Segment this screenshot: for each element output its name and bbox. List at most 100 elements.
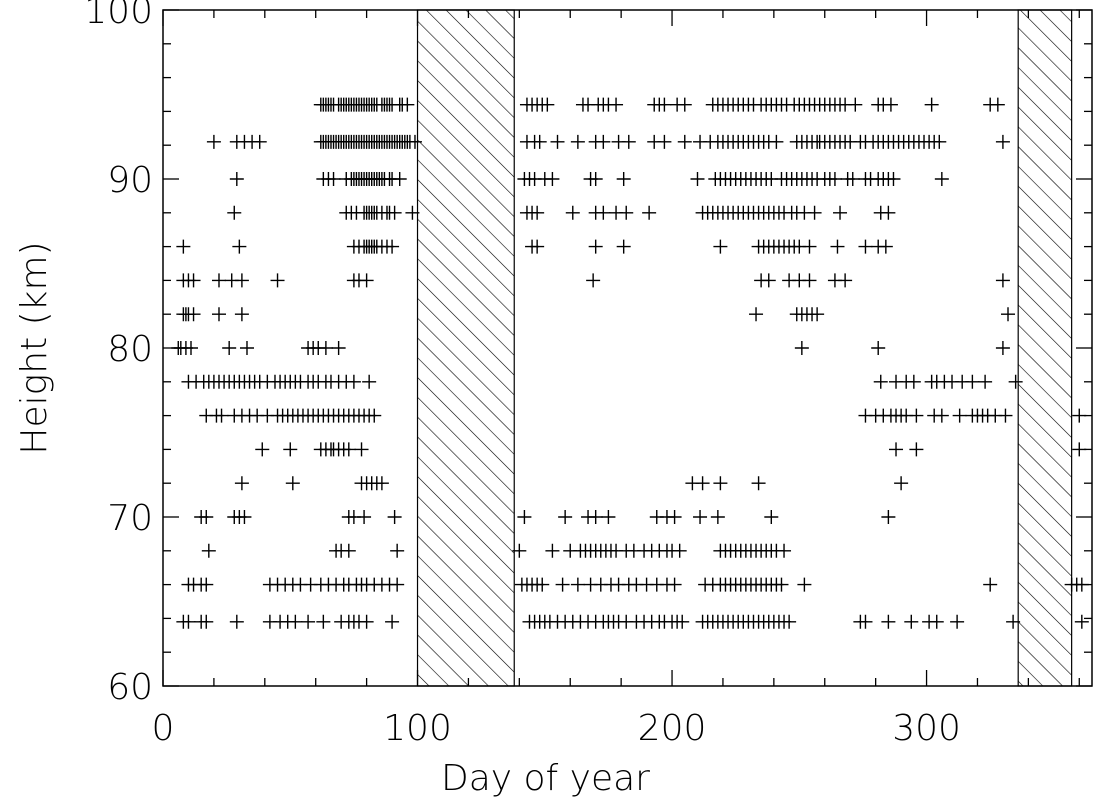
data-point bbox=[234, 476, 249, 491]
data-markers bbox=[171, 97, 1089, 629]
data-point bbox=[965, 374, 980, 389]
data-point bbox=[886, 172, 901, 186]
data-point bbox=[932, 134, 947, 149]
data-point bbox=[950, 614, 965, 629]
data-point bbox=[390, 543, 405, 558]
data-point bbox=[181, 614, 196, 629]
data-point bbox=[237, 510, 252, 524]
x-tick-label: 0 bbox=[152, 708, 175, 749]
data-point bbox=[952, 408, 967, 423]
data-point bbox=[906, 374, 921, 389]
data-point bbox=[362, 374, 377, 389]
data-point bbox=[848, 97, 863, 112]
data-point bbox=[830, 239, 845, 254]
data-point bbox=[934, 408, 949, 423]
data-point bbox=[657, 134, 672, 149]
data-point bbox=[1072, 408, 1087, 423]
data-point bbox=[588, 239, 603, 254]
data-point bbox=[588, 172, 603, 186]
x-tick-label: 200 bbox=[638, 708, 707, 749]
data-point bbox=[255, 442, 270, 457]
data-point bbox=[929, 614, 944, 629]
data-point bbox=[229, 172, 244, 186]
data-point bbox=[341, 442, 356, 457]
data-point bbox=[833, 205, 848, 220]
hatched-period-0 bbox=[416, 9, 515, 687]
data-point bbox=[978, 374, 993, 389]
data-point bbox=[693, 510, 708, 524]
data-point bbox=[186, 273, 201, 288]
data-point bbox=[1006, 614, 1021, 629]
data-point bbox=[234, 273, 249, 288]
data-point bbox=[990, 97, 1005, 112]
hatched-period-1 bbox=[1017, 9, 1073, 687]
data-point bbox=[838, 273, 853, 288]
data-point bbox=[672, 543, 687, 558]
data-point bbox=[316, 614, 331, 629]
data-point bbox=[621, 134, 636, 149]
data-point bbox=[616, 172, 631, 186]
data-point bbox=[392, 172, 407, 186]
data-point bbox=[995, 134, 1010, 149]
data-point bbox=[400, 97, 415, 112]
data-point bbox=[889, 442, 904, 457]
data-point bbox=[601, 510, 616, 524]
data-point bbox=[517, 510, 532, 524]
data-point bbox=[894, 476, 909, 491]
data-point bbox=[354, 442, 369, 457]
data-point bbox=[512, 543, 527, 558]
y-tick-label: 80 bbox=[107, 329, 153, 370]
data-point bbox=[1001, 307, 1016, 322]
data-point bbox=[802, 273, 817, 288]
data-point bbox=[983, 577, 998, 592]
data-point bbox=[749, 307, 764, 322]
data-point bbox=[675, 614, 690, 629]
y-tick-label: 90 bbox=[107, 160, 153, 201]
y-axis-title: Height (km) bbox=[14, 241, 55, 454]
data-point bbox=[995, 273, 1010, 288]
data-point bbox=[301, 614, 316, 629]
data-point bbox=[677, 134, 692, 149]
data-point bbox=[252, 134, 267, 149]
data-point bbox=[761, 273, 776, 288]
data-point bbox=[183, 341, 198, 355]
data-point bbox=[596, 205, 611, 220]
tick-labels: 0 100 200 300 60 70 80 90 100 bbox=[84, 0, 961, 749]
data-point bbox=[710, 510, 725, 524]
data-point bbox=[341, 543, 356, 558]
data-point bbox=[545, 543, 560, 558]
data-point bbox=[677, 97, 692, 112]
data-point bbox=[797, 577, 812, 592]
y-tick-label: 100 bbox=[84, 0, 153, 32]
data-point bbox=[1072, 442, 1087, 457]
data-point bbox=[871, 341, 886, 355]
data-point bbox=[565, 205, 580, 220]
data-point bbox=[550, 134, 565, 149]
data-point bbox=[367, 408, 382, 423]
data-point bbox=[586, 273, 601, 288]
data-point bbox=[326, 172, 341, 186]
data-point bbox=[346, 374, 361, 389]
data-point bbox=[270, 273, 285, 288]
data-point bbox=[176, 239, 191, 254]
data-point bbox=[359, 614, 374, 629]
data-point bbox=[555, 577, 570, 592]
data-point bbox=[530, 205, 545, 220]
data-point bbox=[751, 476, 766, 491]
data-point bbox=[713, 239, 728, 254]
data-point bbox=[545, 172, 560, 186]
data-point bbox=[359, 273, 374, 288]
data-point bbox=[331, 341, 346, 355]
data-point bbox=[802, 239, 817, 254]
data-point bbox=[558, 510, 573, 524]
data-point bbox=[357, 510, 372, 524]
data-point bbox=[211, 307, 226, 322]
data-point bbox=[934, 172, 949, 186]
data-point bbox=[883, 97, 898, 112]
data-point bbox=[407, 134, 422, 149]
data-point bbox=[199, 577, 214, 592]
data-point bbox=[616, 239, 631, 254]
data-point bbox=[201, 543, 216, 558]
data-point bbox=[211, 273, 226, 288]
data-point bbox=[535, 577, 550, 592]
